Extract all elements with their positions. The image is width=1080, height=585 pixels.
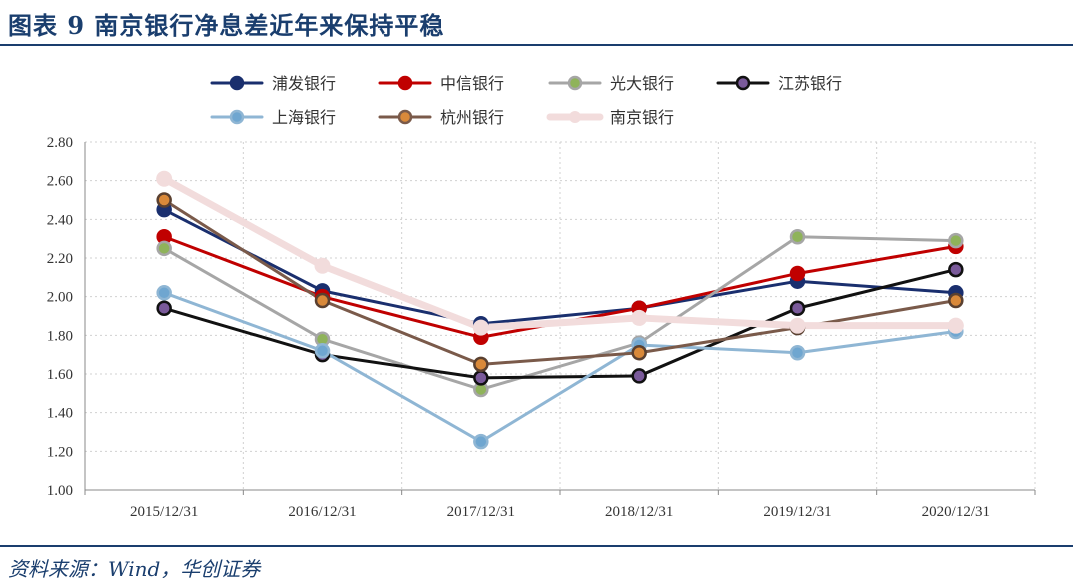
x-tick-label: 2020/12/31 <box>922 504 990 520</box>
y-tick-label: 1.80 <box>47 328 73 344</box>
legend-swatch-marker <box>229 75 245 91</box>
x-tick-label: 2015/12/31 <box>130 504 198 520</box>
legend-label: 江苏银行 <box>778 74 842 93</box>
legend-label: 上海银行 <box>272 108 336 127</box>
x-tick-label: 2019/12/31 <box>763 504 831 520</box>
legend-swatch-marker <box>397 75 413 91</box>
legend-swatch-marker <box>569 111 581 123</box>
legend-swatch-marker <box>735 75 751 91</box>
data-point <box>631 368 647 384</box>
data-point <box>948 232 964 249</box>
legend-label: 中信银行 <box>440 74 504 93</box>
data-point <box>156 170 173 187</box>
data-point <box>948 292 964 309</box>
legend-label: 杭州银行 <box>440 108 504 127</box>
data-point <box>789 317 806 334</box>
source-divider <box>0 545 1073 547</box>
y-tick-label: 2.20 <box>47 251 73 267</box>
series-line <box>162 235 958 391</box>
legend-label: 光大银行 <box>610 74 674 93</box>
y-tick-label: 1.20 <box>47 444 73 460</box>
data-point <box>314 343 331 359</box>
series-line <box>162 291 958 444</box>
x-tick-label: 2016/12/31 <box>288 504 356 520</box>
y-tick-label: 1.60 <box>47 367 73 383</box>
data-point <box>631 309 648 326</box>
data-point <box>473 356 489 373</box>
y-tick-label: 1.00 <box>47 483 73 499</box>
legend-swatch-marker <box>229 109 245 125</box>
y-tick-label: 2.80 <box>47 135 73 151</box>
y-tick-label: 2.00 <box>47 290 73 306</box>
source-note: 资料来源：Wind，华创证券 <box>8 557 261 581</box>
legend-label: 浦发银行 <box>272 74 336 93</box>
legend-swatch-marker <box>567 75 583 91</box>
chart-title: 图表 9 南京银行净息差近年来保持平稳 <box>8 11 445 40</box>
y-tick-label: 2.40 <box>47 212 73 228</box>
y-tick-label: 1.40 <box>47 406 73 422</box>
title-bar: 图表 9 南京银行净息差近年来保持平稳 <box>0 0 1080 46</box>
data-point <box>948 261 964 278</box>
x-tick-label: 2018/12/31 <box>605 504 673 520</box>
data-point <box>473 370 489 386</box>
data-point <box>631 344 647 361</box>
line-chart: 1.00 1.20 1.40 1.60 1.80 2.00 2.20 2.40 2.60 2.80… <box>47 74 1036 520</box>
data-point <box>473 433 489 450</box>
series-line <box>162 268 958 380</box>
legend-swatch-marker <box>397 109 413 125</box>
y-tick-label: 2.60 <box>47 174 73 190</box>
data-point <box>789 344 806 361</box>
series-line <box>162 208 958 326</box>
data-point <box>789 265 806 282</box>
data-point <box>947 317 964 334</box>
data-point <box>156 300 172 317</box>
data-point <box>156 240 172 257</box>
data-point <box>156 192 172 208</box>
data-point <box>314 257 331 274</box>
data-point <box>789 228 806 245</box>
title-divider <box>0 44 1073 46</box>
data-point <box>314 292 331 309</box>
data-point <box>789 300 806 317</box>
x-tick-label: 2017/12/31 <box>447 504 515 520</box>
legend-label: 南京银行 <box>610 108 674 127</box>
data-point <box>472 319 489 336</box>
series-line <box>160 175 960 332</box>
data-point <box>156 285 172 301</box>
